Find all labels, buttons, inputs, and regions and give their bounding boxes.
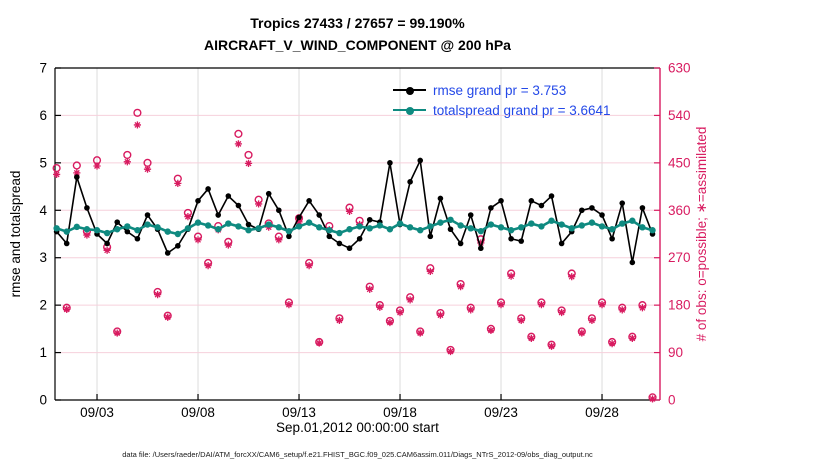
- svg-text:6: 6: [39, 108, 47, 123]
- svg-text:270: 270: [668, 250, 691, 265]
- svg-text:630: 630: [668, 61, 691, 76]
- svg-text:180: 180: [668, 298, 691, 313]
- legend-label-rmse: rmse grand pr = 3.753: [433, 82, 567, 98]
- svg-text:09/13: 09/13: [282, 405, 316, 420]
- legend-marker-rmse: [405, 86, 414, 95]
- legend-line-sample-rmse: [393, 86, 426, 95]
- svg-text:1: 1: [39, 345, 47, 360]
- right-axis-label: # of obs: o=possible; ∗=assimilated: [694, 126, 709, 342]
- svg-text:3: 3: [39, 250, 47, 265]
- x-axis-label: Sep.01,2012 00:00:00 start: [276, 420, 439, 435]
- svg-text:540: 540: [668, 108, 691, 123]
- left-axis-label: rmse and totalspread: [8, 170, 23, 298]
- svg-text:09/28: 09/28: [585, 405, 619, 420]
- svg-text:7: 7: [39, 61, 47, 76]
- legend-entry-rmse: rmse grand pr = 3.753: [393, 80, 611, 100]
- svg-text:09/03: 09/03: [80, 405, 114, 420]
- svg-text:0: 0: [668, 393, 676, 408]
- svg-text:450: 450: [668, 155, 691, 170]
- legend: rmse grand pr = 3.753 totalspread grand …: [393, 80, 611, 120]
- legend-entry-totalspread: totalspread grand pr = 3.6641: [393, 100, 611, 120]
- svg-text:09/08: 09/08: [181, 405, 215, 420]
- svg-text:09/18: 09/18: [383, 405, 417, 420]
- legend-marker-totalspread: [405, 106, 414, 115]
- svg-text:90: 90: [668, 345, 683, 360]
- svg-text:2: 2: [39, 298, 47, 313]
- data-file-path: data file: /Users/raeder/DAI/ATM_forcXX/…: [122, 450, 593, 459]
- chart-subtitle: AIRCRAFT_V_WIND_COMPONENT @ 200 hPa: [204, 37, 511, 53]
- svg-text:4: 4: [39, 203, 47, 218]
- legend-line-sample-totalspread: [393, 106, 426, 115]
- legend-label-totalspread: totalspread grand pr = 3.6641: [433, 102, 611, 118]
- chart-title: Tropics 27433 / 27657 = 99.190%: [250, 15, 465, 31]
- svg-text:09/23: 09/23: [484, 405, 518, 420]
- svg-text:0: 0: [39, 393, 47, 408]
- svg-text:5: 5: [39, 155, 47, 170]
- svg-text:360: 360: [668, 203, 691, 218]
